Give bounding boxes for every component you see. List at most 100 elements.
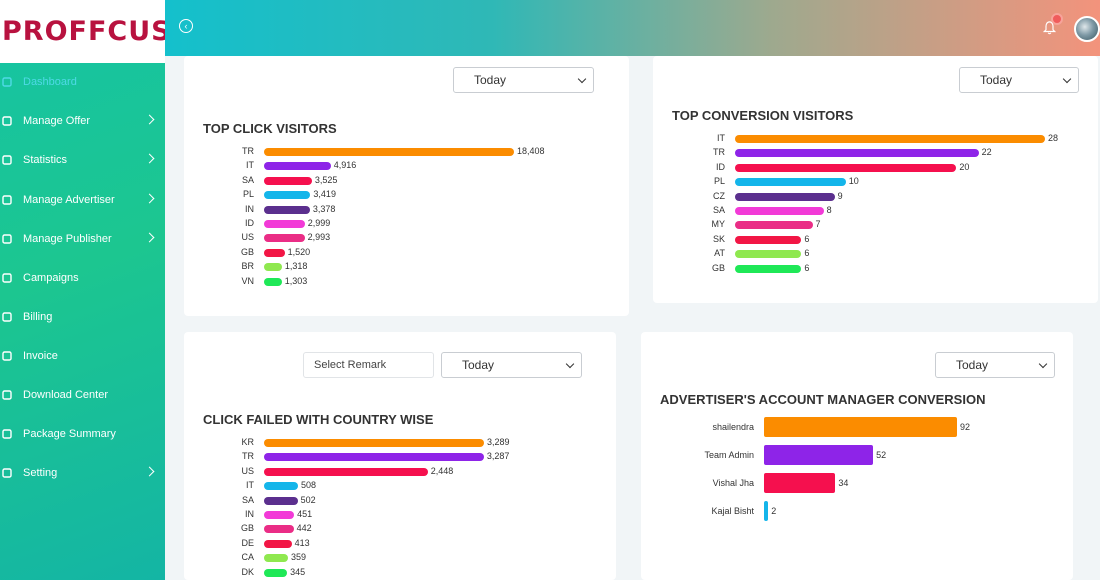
brand-logo[interactable]: PROFFCUS [0, 0, 171, 63]
bar[interactable] [735, 192, 835, 201]
value-label: 3,287 [486, 451, 510, 462]
bar[interactable] [735, 221, 813, 230]
bar[interactable] [264, 496, 298, 505]
bar[interactable] [764, 417, 957, 437]
sidebar-item-statistics[interactable]: Statistics [0, 149, 165, 171]
card-title: TOP CLICK VISITORS [203, 121, 337, 136]
bar-row: KR 3,289 [184, 437, 616, 448]
chevron-right-icon [144, 466, 155, 477]
value-label: 2,999 [307, 218, 331, 228]
avatar[interactable] [1074, 16, 1100, 42]
sidebar-item-manage-publisher[interactable]: Manage Publisher [0, 228, 165, 250]
bar[interactable] [264, 554, 288, 563]
bar[interactable] [264, 511, 295, 519]
bar[interactable] [264, 568, 288, 577]
value-label: 2,448 [430, 465, 454, 476]
bar[interactable] [735, 235, 802, 244]
bar[interactable] [264, 148, 514, 156]
bar[interactable] [264, 539, 292, 548]
bar-row: IT 28 [653, 133, 1098, 144]
chevron-right-icon [144, 193, 155, 204]
sidebar-item-invoice[interactable]: Invoice [0, 345, 165, 367]
category-label: DE [241, 537, 254, 548]
advertiser-icon [2, 195, 12, 205]
bar[interactable] [264, 453, 484, 462]
account-manager-date-select[interactable]: Today [935, 352, 1055, 378]
bar[interactable] [264, 191, 311, 200]
sidebar-item-download-center[interactable]: Download Center [0, 384, 165, 406]
bar-row: IT 4,916 [184, 160, 629, 171]
bar-row: SA 502 [184, 495, 616, 506]
click-failed-date-select[interactable]: Today [441, 352, 582, 378]
bar[interactable] [264, 220, 305, 228]
sidebar-item-label: Dashboard [23, 76, 77, 88]
account-manager-card: Today ADVERTISER'S ACCOUNT MANAGER CONVE… [641, 332, 1073, 580]
bar[interactable] [764, 473, 836, 493]
top-conversion-card: Today TOP CONVERSION VISITORS IT 28 TR 22 ID… [653, 56, 1098, 303]
statistics-icon [2, 155, 12, 165]
value-label: 2 [771, 506, 777, 516]
bar[interactable] [264, 176, 312, 185]
value-label: 10 [848, 176, 859, 187]
sidebar-item-label: Invoice [23, 350, 58, 362]
top-click-card: Today TOP CLICK VISITORS TR 18,408 IT 4,916… [184, 56, 629, 316]
sidebar-item-setting[interactable]: Setting [0, 462, 165, 484]
value-label: 3,378 [312, 203, 336, 214]
bar[interactable] [264, 482, 298, 491]
bar[interactable] [764, 501, 769, 521]
sidebar-item-dashboard[interactable]: Dashboard [0, 71, 165, 93]
value-label: 8 [826, 205, 832, 215]
bar[interactable] [735, 149, 979, 158]
card-title: CLICK FAILED WITH COUNTRY WISE [203, 412, 434, 427]
bar-row: DE 413 [184, 537, 616, 549]
sidebar-item-label: Manage Offer [23, 115, 91, 127]
bar-row: Kajal Bisht 2 [641, 501, 1073, 521]
value-label: 3,419 [313, 189, 336, 200]
remark-placeholder: Select Remark [314, 359, 387, 371]
sidebar-item-label: Manage Advertiser [23, 194, 115, 206]
chevron-right-icon [144, 232, 155, 243]
category-label: Vishal Jha [712, 478, 754, 488]
value-label: 6 [804, 233, 810, 244]
bar[interactable] [764, 445, 874, 465]
bar[interactable] [264, 263, 282, 272]
category-label: GB [240, 523, 254, 534]
category-label: PL [713, 176, 725, 187]
sidebar-item-label: Manage Publisher [23, 233, 112, 245]
value-label: 442 [296, 523, 312, 534]
card-title: TOP CONVERSION VISITORS [672, 108, 854, 123]
bar[interactable] [735, 264, 802, 273]
category-label: CZ [713, 190, 725, 201]
bar-row: TR 3,287 [184, 451, 616, 462]
top-conversion-date-select[interactable]: Today [959, 67, 1079, 93]
bar[interactable] [264, 277, 282, 286]
bar[interactable] [264, 162, 331, 171]
bar-row: TR 22 [653, 147, 1098, 158]
category-label: VN [241, 275, 254, 286]
bar-row: SA 8 [653, 205, 1098, 216]
top-click-date-select[interactable]: Today [453, 67, 594, 93]
sidebar-item-manage-offer[interactable]: Manage Offer [0, 110, 165, 132]
bar[interactable] [735, 163, 957, 172]
bar-row: AT 6 [653, 248, 1098, 259]
bar[interactable] [735, 207, 824, 215]
bar[interactable] [735, 135, 1045, 143]
bar[interactable] [264, 205, 310, 214]
bar[interactable] [264, 467, 428, 476]
bar[interactable] [264, 234, 305, 243]
sidebar-item-package-summary[interactable]: Package Summary [0, 423, 165, 445]
bar[interactable] [735, 178, 846, 187]
bar-row: IN 451 [184, 509, 616, 520]
bar[interactable] [264, 525, 294, 534]
sidebar-item-campaigns[interactable]: Campaigns [0, 267, 165, 289]
category-label: ID [245, 218, 254, 228]
back-circle-icon[interactable]: ‹ [179, 19, 193, 33]
bar[interactable] [264, 248, 285, 257]
sidebar-item-billing[interactable]: Billing [0, 306, 165, 328]
select-remark-input[interactable]: Select Remark [303, 352, 434, 378]
sidebar-item-manage-advertiser[interactable]: Manage Advertiser [0, 189, 165, 211]
category-label: SA [712, 205, 725, 215]
bar-row: Team Admin 52 [641, 445, 1073, 465]
bar[interactable] [264, 439, 484, 447]
bar[interactable] [735, 250, 802, 259]
